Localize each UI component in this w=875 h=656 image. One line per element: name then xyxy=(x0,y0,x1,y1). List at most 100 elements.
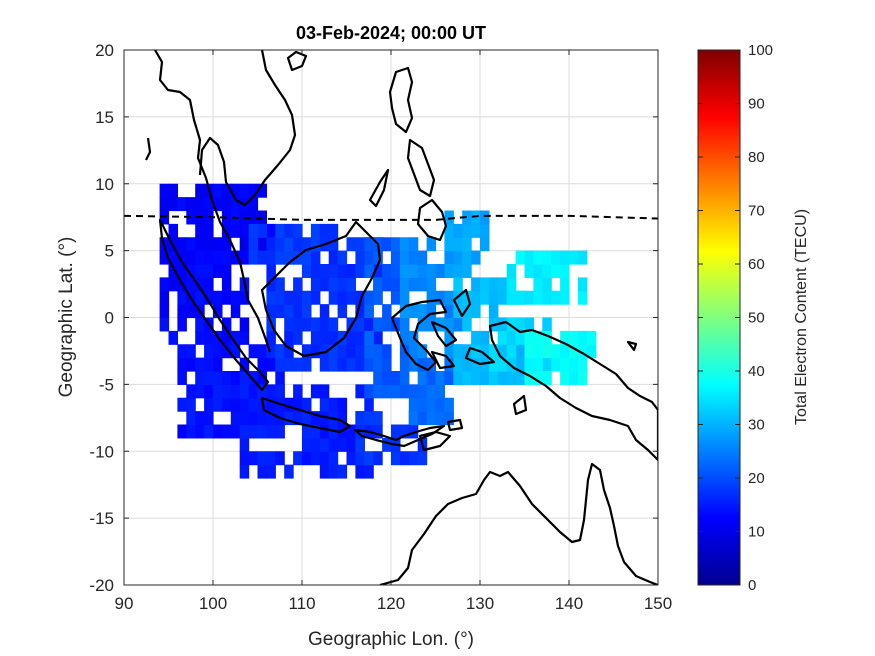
tec-pixel xyxy=(426,384,437,399)
tec-pixel xyxy=(408,344,419,359)
tec-pixel xyxy=(221,330,232,345)
tec-pixel xyxy=(177,317,187,332)
tec-pixel xyxy=(462,237,472,252)
tec-pixel xyxy=(230,344,241,359)
tec-pixel xyxy=(328,451,339,466)
tec-pixel xyxy=(373,250,383,265)
tec-pixel xyxy=(453,371,463,385)
x-tick-label: 100 xyxy=(199,594,227,613)
tec-pixel xyxy=(515,317,526,332)
tec-pixel xyxy=(248,237,259,252)
y-tick-label: -10 xyxy=(89,442,114,461)
tec-pixel xyxy=(506,371,517,385)
colorbar-tick-label: 80 xyxy=(748,149,765,166)
tec-pixel xyxy=(435,411,445,426)
tec-pixel xyxy=(257,464,267,479)
tec-pixel xyxy=(426,397,437,412)
tec-pixel xyxy=(319,304,330,319)
tec-pixel xyxy=(310,424,321,439)
x-tick-label: 120 xyxy=(377,594,405,613)
tec-pixel xyxy=(266,330,276,345)
tec-pixel xyxy=(551,357,561,372)
tec-pixel xyxy=(248,344,259,359)
tec-pixel xyxy=(382,371,392,385)
tec-pixel xyxy=(266,290,276,305)
tec-pixel xyxy=(337,411,348,426)
tec-pixel xyxy=(462,371,472,385)
colorbar-tick-label: 50 xyxy=(748,310,765,327)
tec-pixel xyxy=(560,250,570,265)
tec-pixel xyxy=(453,223,463,238)
tec-pixel xyxy=(373,371,383,385)
tec-pixel xyxy=(221,237,232,252)
tec-pixel xyxy=(186,264,196,278)
tec-pixel xyxy=(524,264,534,278)
tec-pixel xyxy=(488,290,499,305)
tec-pixel xyxy=(462,304,472,319)
tec-pixel xyxy=(391,237,401,252)
tec-pixel xyxy=(257,357,267,372)
tec-pixel xyxy=(213,183,223,198)
tec-pixel xyxy=(444,290,454,305)
tec-pixel xyxy=(186,344,196,359)
tec-pixel xyxy=(159,183,170,198)
tec-pixel xyxy=(524,317,534,332)
tec-pixel xyxy=(284,317,294,332)
tec-pixel xyxy=(577,250,588,265)
tec-pixel xyxy=(168,223,178,238)
tec-pixel xyxy=(542,330,552,345)
tec-pixel xyxy=(355,264,365,278)
tec-pixel xyxy=(177,264,187,278)
tec-pixel xyxy=(533,371,543,385)
tec-pixel xyxy=(266,464,276,479)
tec-pixel xyxy=(213,424,223,439)
tec-pixel xyxy=(426,411,437,426)
chart-title: 03-Feb-2024; 00:00 UT xyxy=(296,23,486,43)
tec-pixel xyxy=(364,397,374,412)
tec-pixel xyxy=(444,357,454,372)
tec-pixel xyxy=(168,250,178,265)
tec-pixel xyxy=(293,330,303,345)
tec-pixel xyxy=(471,344,481,359)
tec-pixel xyxy=(248,250,259,265)
tec-pixel xyxy=(471,210,481,225)
tec-pixel xyxy=(480,330,490,345)
tec-pixel xyxy=(453,317,463,332)
tec-pixel xyxy=(195,250,205,265)
tec-pixel xyxy=(310,223,321,238)
tec-pixel xyxy=(266,384,276,399)
tec-pixel xyxy=(257,371,267,385)
tec-pixel xyxy=(399,304,410,319)
tec-pixel xyxy=(399,317,410,332)
tec-pixel xyxy=(302,437,312,452)
tec-pixel xyxy=(221,264,232,278)
tec-pixel xyxy=(542,344,552,359)
tec-pixel xyxy=(355,437,365,452)
tec-pixel xyxy=(364,304,374,319)
tec-pixel xyxy=(248,210,259,225)
tec-pixel xyxy=(444,330,454,345)
tec-pixel xyxy=(391,451,401,466)
tec-pixel xyxy=(399,384,410,399)
tec-pixel xyxy=(560,290,570,305)
tec-pixel xyxy=(239,330,250,345)
y-tick-label: 20 xyxy=(95,41,114,60)
tec-pixel xyxy=(355,290,365,305)
tec-pixel xyxy=(346,237,356,252)
tec-pixel xyxy=(221,397,232,412)
tec-pixel xyxy=(310,237,321,252)
tec-pixel xyxy=(408,411,419,426)
colorbar-tick-label: 20 xyxy=(748,470,765,487)
tec-pixel xyxy=(177,304,187,319)
tec-pixel xyxy=(319,411,330,426)
tec-pixel xyxy=(239,290,250,305)
tec-pixel xyxy=(364,357,374,372)
tec-pixel xyxy=(257,384,267,399)
tec-pixel xyxy=(444,344,454,359)
tec-pixel xyxy=(239,424,250,439)
tec-pixel xyxy=(204,290,214,305)
tec-pixel xyxy=(302,304,312,319)
tec-pixel xyxy=(302,317,312,332)
tec-pixel xyxy=(355,304,365,319)
tec-pixel xyxy=(462,223,472,238)
